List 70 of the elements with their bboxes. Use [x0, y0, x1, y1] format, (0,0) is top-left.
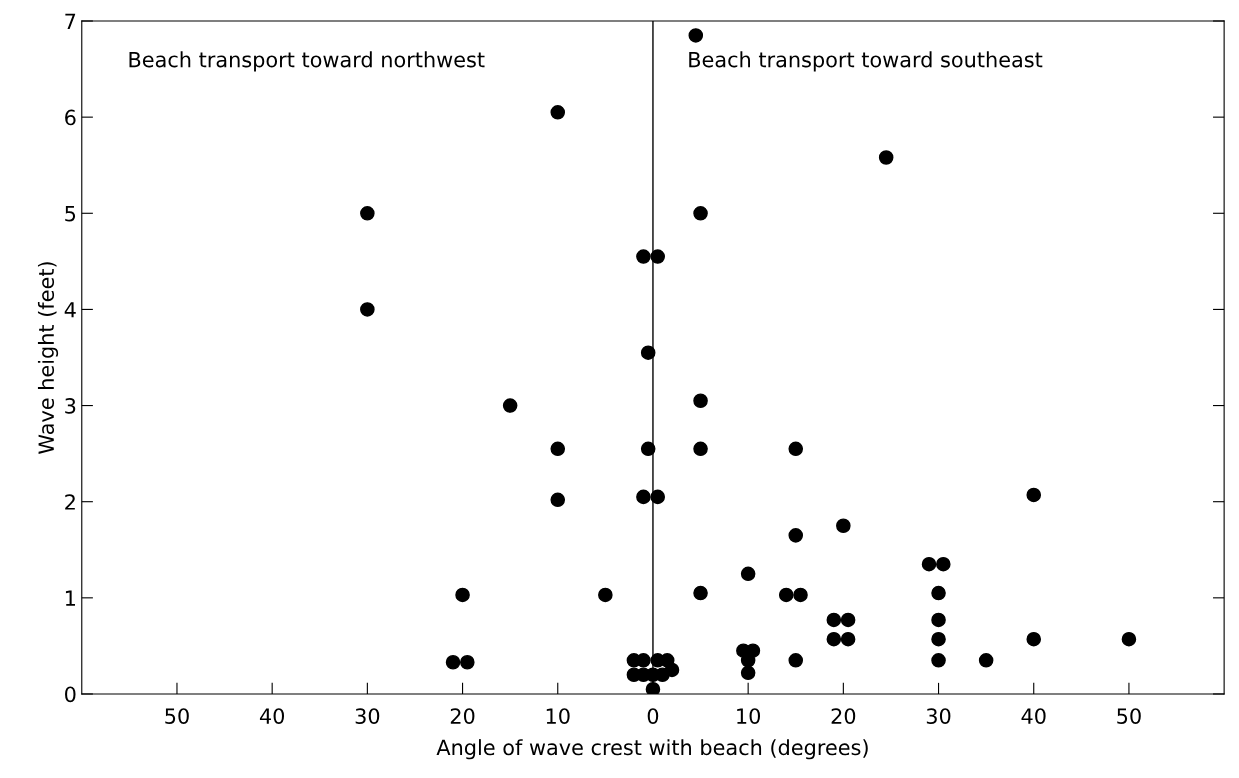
- x-axis-title: Angle of wave crest with beach (degrees): [436, 739, 868, 760]
- x-tick-label: 20: [450, 708, 475, 724]
- point: [550, 492, 566, 508]
- point: [640, 441, 656, 457]
- x-tick-label: 10: [546, 708, 570, 724]
- point: [778, 587, 794, 603]
- point: [878, 150, 894, 165]
- y-tick-label: 4: [64, 302, 76, 318]
- point: [650, 249, 665, 264]
- x-tick-label: 40: [1021, 708, 1046, 724]
- x-tick-label: 30: [926, 708, 951, 724]
- x-tick-label: 20: [831, 708, 856, 724]
- x-tick-label: 50: [165, 708, 189, 724]
- y-tick-label: 5: [65, 206, 76, 222]
- x-tick-label: 30: [355, 708, 380, 724]
- point: [826, 612, 842, 628]
- y-axis-title: Wave height (feet): [37, 262, 59, 454]
- x-tick-label: 10: [737, 708, 761, 724]
- annotation: Beach transport toward northwest: [129, 51, 485, 72]
- point: [931, 585, 946, 601]
- point: [978, 653, 994, 668]
- x-tick-label: 0: [647, 708, 659, 724]
- point: [693, 206, 708, 221]
- y-tick-label: 0: [65, 686, 76, 703]
- point: [921, 556, 937, 572]
- point: [636, 249, 651, 264]
- point: [550, 441, 566, 457]
- point: [693, 441, 708, 457]
- point: [445, 654, 461, 670]
- point: [840, 631, 856, 647]
- point: [360, 302, 375, 317]
- point: [788, 441, 804, 457]
- point: [460, 654, 475, 670]
- point: [360, 206, 375, 221]
- point: [740, 566, 756, 582]
- point: [1026, 631, 1042, 647]
- point: [664, 662, 680, 678]
- y-tick-label: 3: [65, 398, 76, 414]
- point: [836, 518, 851, 534]
- point: [650, 489, 665, 505]
- point: [693, 585, 708, 601]
- point: [788, 653, 804, 668]
- x-tick-label: 50: [1117, 708, 1141, 724]
- point: [936, 556, 951, 572]
- y-tick-label: 6: [65, 109, 76, 126]
- point: [931, 653, 946, 668]
- point: [931, 631, 946, 647]
- point: [645, 681, 661, 694]
- annotation: Beach transport toward southeast: [689, 51, 1043, 72]
- x-tick-label: 40: [259, 708, 285, 724]
- y-tick-label: 7: [65, 13, 76, 29]
- point: [931, 612, 946, 628]
- point: [502, 398, 518, 413]
- point: [688, 28, 704, 43]
- point: [636, 653, 651, 668]
- point: [598, 587, 613, 603]
- y-tick-label: 2: [65, 494, 75, 510]
- point: [793, 587, 808, 603]
- point: [840, 612, 856, 628]
- point: [1026, 487, 1042, 503]
- point: [788, 528, 804, 543]
- point: [826, 631, 842, 647]
- point: [636, 489, 651, 505]
- point: [640, 345, 656, 360]
- y-tick-label: 1: [65, 590, 75, 606]
- point: [693, 393, 708, 409]
- point: [740, 665, 756, 681]
- point: [1121, 631, 1137, 647]
- point: [455, 587, 470, 603]
- point: [550, 105, 566, 120]
